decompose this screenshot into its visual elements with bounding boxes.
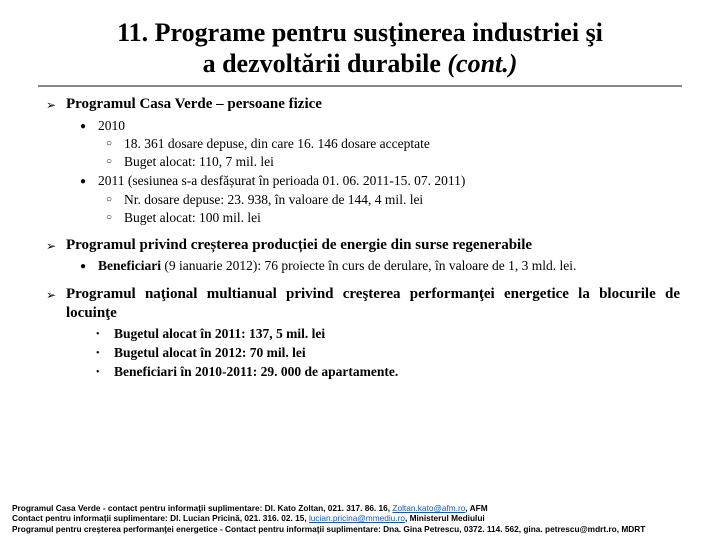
title-line1: 11. Programe pentru susţinerea industrie… bbox=[117, 18, 603, 47]
text: Contact pentru informaţii suplimentare: … bbox=[12, 513, 309, 523]
list-item: ○ Buget alocat: 100 mil. lei bbox=[106, 209, 680, 226]
footer-contacts: Programul Casa Verde - contact pentru in… bbox=[12, 503, 708, 534]
list-item: • Beneficiari în 2010-2011: 29. 000 de a… bbox=[96, 363, 680, 380]
disc-icon: ● bbox=[80, 117, 98, 134]
bullet-casa-verde: ➢ Programul Casa Verde – persoane fizice bbox=[46, 95, 680, 114]
title-line2a: a dezvoltării durabile bbox=[203, 49, 448, 78]
dot-icon: • bbox=[96, 344, 114, 361]
circle-icon: ○ bbox=[106, 191, 124, 208]
chevron-icon: ➢ bbox=[46, 95, 66, 114]
bullet-regenerabile: ➢ Programul privind creșterea producției… bbox=[46, 236, 680, 255]
content-area: ➢ Programul Casa Verde – persoane fizice… bbox=[38, 95, 682, 380]
dot-icon: • bbox=[96, 363, 114, 380]
text: Programul Casa Verde - contact pentru in… bbox=[12, 503, 392, 513]
text: Beneficiari (9 ianuarie 2012): 76 proiec… bbox=[98, 257, 680, 274]
chevron-icon: ➢ bbox=[46, 285, 66, 323]
heading-1: Programul Casa Verde – persoane fizice bbox=[66, 95, 680, 114]
footer-line-2: Contact pentru informaţii suplimentare: … bbox=[12, 513, 708, 523]
list-item: ○ Nr. dosare depuse: 23. 938, în valoare… bbox=[106, 191, 680, 208]
email-link-mediu[interactable]: lucian.pricina@mmediu.ro bbox=[309, 513, 405, 523]
benef-rest: (9 ianuarie 2012): 76 proiecte în curs d… bbox=[164, 258, 576, 273]
bullet-performanta: ➢ Programul naţional multianual privind … bbox=[46, 285, 680, 323]
heading-3: Programul naţional multianual privind cr… bbox=[66, 285, 680, 323]
circle-icon: ○ bbox=[106, 209, 124, 226]
title-divider bbox=[38, 85, 682, 87]
text: Bugetul alocat în 2011: 137, 5 mil. lei bbox=[114, 325, 680, 342]
year-2010: 2010 bbox=[98, 117, 680, 134]
slide-title: 11. Programe pentru susţinerea industrie… bbox=[38, 18, 682, 79]
text: , AFM bbox=[465, 503, 487, 513]
footer-line-1: Programul Casa Verde - contact pentru in… bbox=[12, 503, 708, 513]
list-item: ● 2011 (sesiunea s-a desfășurat în perio… bbox=[80, 172, 680, 189]
heading-2: Programul privind creșterea producției d… bbox=[66, 236, 680, 255]
text: , Ministerul Mediului bbox=[405, 513, 485, 523]
year-2011: 2011 (sesiunea s-a desfășurat în perioad… bbox=[98, 172, 680, 189]
benef-label: Beneficiari bbox=[98, 258, 164, 273]
text: Bugetul alocat în 2012: 70 mil. lei bbox=[114, 344, 680, 361]
footer-line-3: Programul pentru creşterea performanţei … bbox=[12, 524, 708, 534]
list-item: • Bugetul alocat în 2011: 137, 5 mil. le… bbox=[96, 325, 680, 342]
text: Beneficiari în 2010-2011: 29. 000 de apa… bbox=[114, 363, 680, 380]
dot-icon: • bbox=[96, 325, 114, 342]
circle-icon: ○ bbox=[106, 153, 124, 170]
list-item: • Bugetul alocat în 2012: 70 mil. lei bbox=[96, 344, 680, 361]
circle-icon: ○ bbox=[106, 135, 124, 152]
title-line2b: (cont.) bbox=[447, 49, 517, 78]
text: 18. 361 dosare depuse, din care 16. 146 … bbox=[124, 135, 680, 152]
disc-icon: ● bbox=[80, 257, 98, 274]
text: Buget alocat: 110, 7 mil. lei bbox=[124, 153, 680, 170]
list-item: ○ Buget alocat: 110, 7 mil. lei bbox=[106, 153, 680, 170]
text: Buget alocat: 100 mil. lei bbox=[124, 209, 680, 226]
disc-icon: ● bbox=[80, 172, 98, 189]
email-link-afm[interactable]: Zoltan.kato@afm.ro bbox=[392, 503, 465, 513]
list-item: ○ 18. 361 dosare depuse, din care 16. 14… bbox=[106, 135, 680, 152]
list-item: ● Beneficiari (9 ianuarie 2012): 76 proi… bbox=[80, 257, 680, 274]
list-item: ● 2010 bbox=[80, 117, 680, 134]
chevron-icon: ➢ bbox=[46, 236, 66, 255]
text: Nr. dosare depuse: 23. 938, în valoare d… bbox=[124, 191, 680, 208]
